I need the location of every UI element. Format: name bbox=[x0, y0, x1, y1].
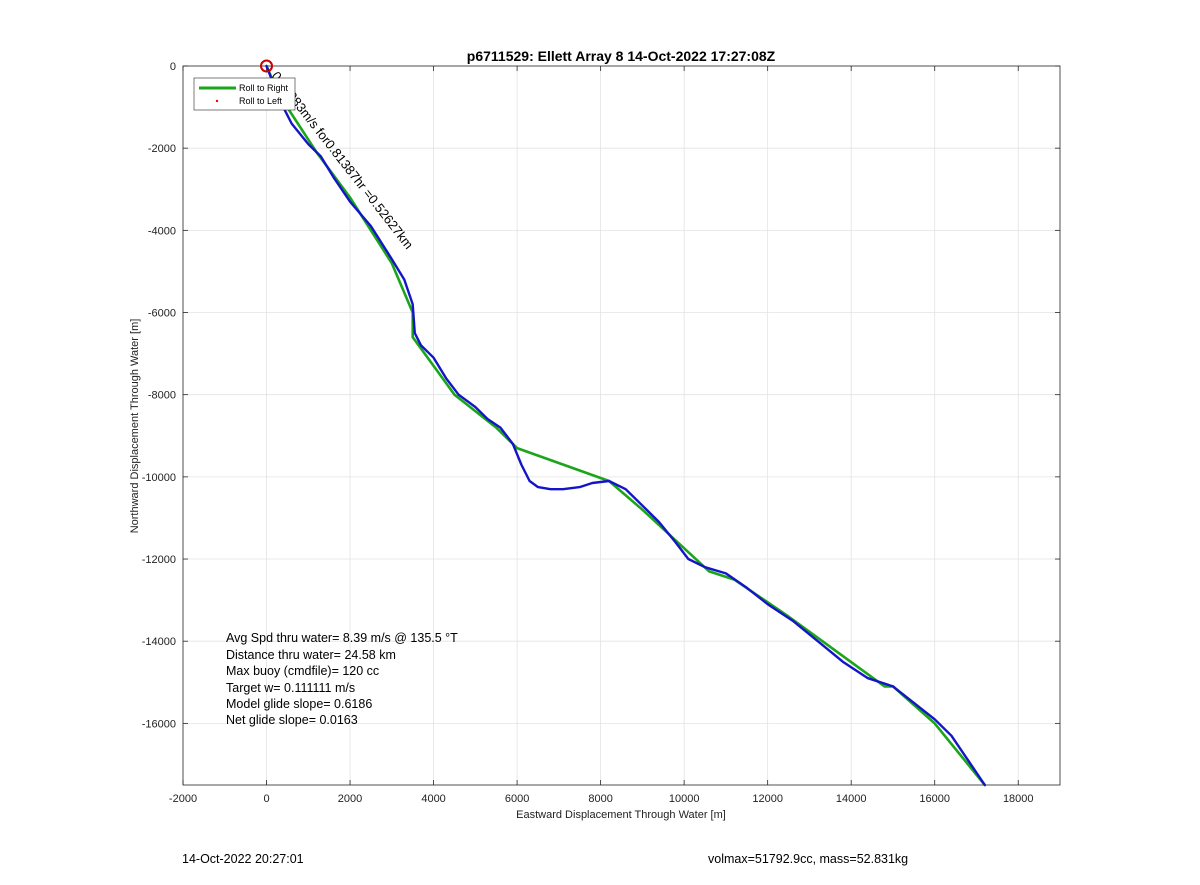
stat-avg-speed: Avg Spd thru water= 8.39 m/s @ 135.5 °T bbox=[226, 631, 458, 645]
y-tick-label: -12000 bbox=[142, 554, 176, 566]
series-line-3 bbox=[265, 64, 986, 787]
markers bbox=[260, 59, 274, 73]
y-tick-label: -16000 bbox=[142, 718, 176, 730]
x-tick-label: 10000 bbox=[669, 793, 700, 805]
y-tick-label: -10000 bbox=[142, 472, 176, 484]
x-tick-label: 14000 bbox=[836, 793, 867, 805]
x-tick-label: 0 bbox=[263, 793, 269, 805]
ticks: -2000 0 2000 4000 6000 8000 10000 12000 14000 160… bbox=[142, 61, 1060, 805]
stat-distance: Distance thru water= 24.58 km bbox=[226, 648, 396, 662]
plot-frame bbox=[182, 65, 1061, 786]
y-tick-label: 0 bbox=[170, 61, 176, 73]
chart-title: p6711529: Ellett Array 8 14-Oct-2022 17:… bbox=[467, 48, 776, 64]
legend-label-roll-right: Roll to Right bbox=[239, 83, 289, 93]
legend: Roll to Right Roll to Left bbox=[193, 77, 296, 111]
x-tick-label: 18000 bbox=[1003, 793, 1034, 805]
legend-swatch-roll-left bbox=[215, 99, 219, 103]
stat-target-w: Target w= 0.111111 m/s bbox=[226, 681, 355, 695]
start-marker bbox=[260, 59, 274, 73]
x-tick-label: -2000 bbox=[169, 793, 197, 805]
y-tick-label: -4000 bbox=[148, 225, 176, 237]
x-tick-label: 12000 bbox=[752, 793, 783, 805]
stat-model-glide-slope: Model glide slope= 0.6186 bbox=[226, 697, 372, 711]
x-axis-label: Eastward Displacement Through Water [m] bbox=[516, 809, 726, 821]
y-tick-label: -6000 bbox=[148, 308, 176, 320]
y-axis-label: Northward Displacement Through Water [m] bbox=[129, 319, 141, 534]
stat-net-glide-slope: Net glide slope= 0.0163 bbox=[226, 713, 358, 727]
footer-timestamp: 14-Oct-2022 20:27:01 bbox=[182, 852, 304, 866]
x-tick-label: 16000 bbox=[919, 793, 950, 805]
stat-max-buoy: Max buoy (cmdfile)= 120 cc bbox=[226, 664, 379, 678]
y-tick-label: -2000 bbox=[148, 143, 176, 155]
x-tick-label: 8000 bbox=[588, 793, 612, 805]
series bbox=[265, 64, 987, 787]
legend-box bbox=[193, 77, 296, 111]
x-tick-label: 2000 bbox=[338, 793, 362, 805]
x-tick-label: 4000 bbox=[421, 793, 445, 805]
legend-label-roll-left: Roll to Left bbox=[239, 96, 283, 106]
y-tick-label: -14000 bbox=[142, 636, 176, 648]
stats-block: Avg Spd thru water= 8.39 m/s @ 135.5 °T … bbox=[226, 631, 458, 727]
footer-vol-mass: volmax=51792.9cc, mass=52.831kg bbox=[708, 852, 909, 866]
x-tick-label: 6000 bbox=[505, 793, 529, 805]
y-tick-label: -8000 bbox=[148, 390, 176, 402]
